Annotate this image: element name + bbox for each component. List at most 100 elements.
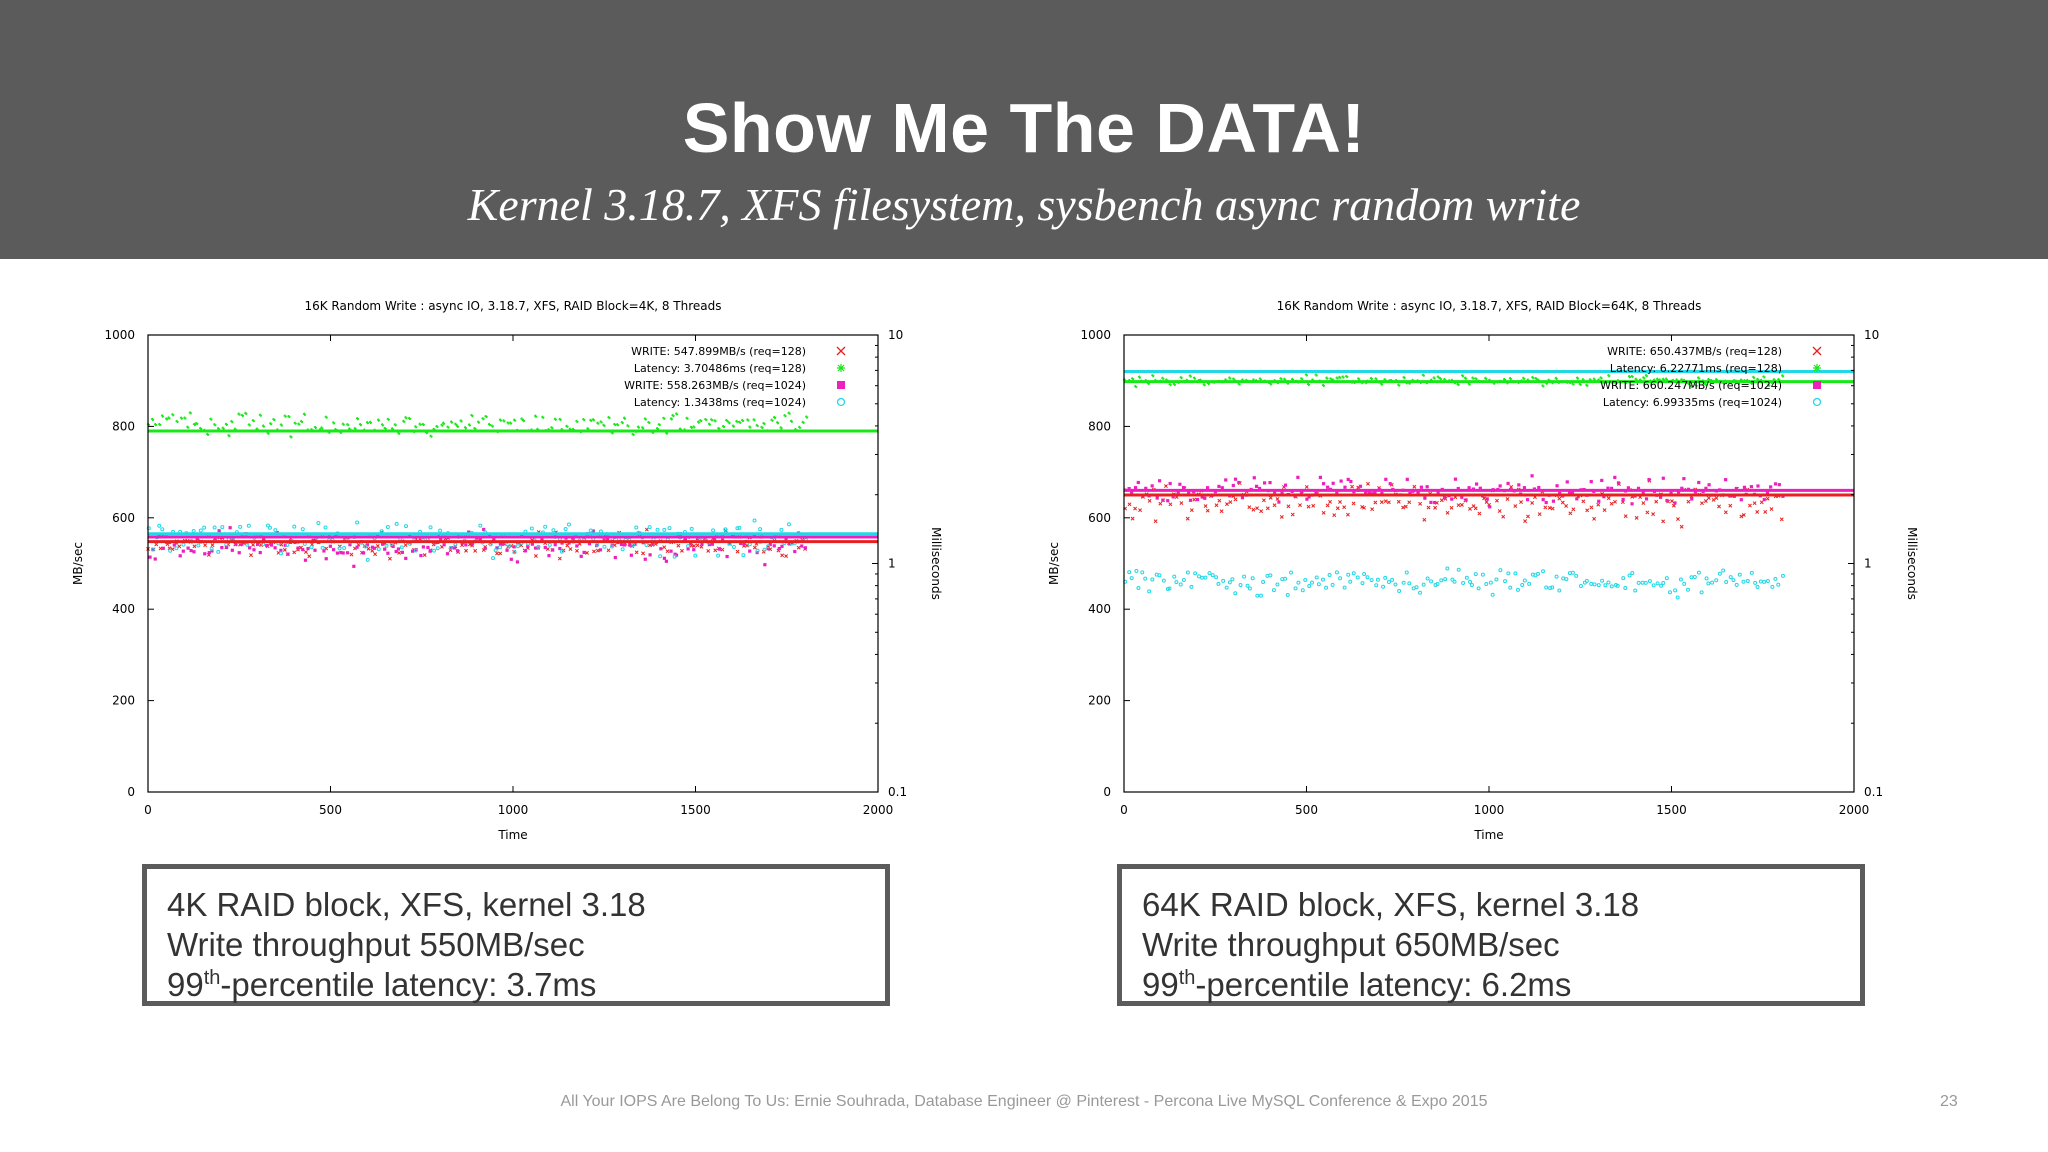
data-point (1682, 477, 1686, 481)
data-point (404, 556, 408, 560)
data-point (345, 551, 350, 555)
data-point (429, 434, 433, 438)
data-point (1203, 496, 1207, 500)
data-point (418, 422, 422, 426)
data-point (1407, 500, 1412, 505)
data-point (515, 560, 520, 564)
data-point (1133, 486, 1138, 490)
data-point (285, 542, 290, 547)
y-tick-label: 200 (112, 694, 135, 708)
data-point (183, 416, 187, 420)
data-point (470, 413, 474, 418)
data-point (1777, 483, 1781, 487)
data-point (1621, 497, 1625, 502)
data-point (1150, 577, 1155, 582)
data-point (1717, 504, 1721, 509)
data-point (1351, 501, 1356, 506)
data-point (1161, 376, 1165, 380)
caption-line-config: 4K RAID block, XFS, kernel 3.18 (167, 886, 646, 923)
data-point (1453, 477, 1458, 481)
legend-marker (836, 397, 846, 407)
data-point (267, 525, 272, 530)
data-point (1568, 490, 1572, 494)
data-point (1675, 595, 1680, 600)
data-point (1306, 382, 1311, 387)
data-point (704, 417, 708, 422)
data-point (664, 559, 668, 563)
data-point (399, 545, 404, 550)
data-point (1176, 490, 1180, 494)
data-point (589, 418, 593, 422)
data-point (1557, 588, 1562, 593)
data-point (247, 423, 251, 427)
data-point (674, 553, 679, 557)
data-point (566, 522, 571, 527)
data-point (1362, 505, 1366, 510)
data-point (710, 418, 714, 422)
x-tick-label: 500 (319, 803, 342, 817)
data-point (643, 417, 647, 421)
y-tick-label: 800 (1088, 419, 1111, 433)
data-point (1700, 501, 1704, 506)
data-point (700, 542, 704, 546)
data-point (1172, 382, 1176, 387)
data-point (1642, 376, 1646, 380)
data-point (195, 536, 199, 541)
data-point (1630, 374, 1634, 379)
data-point (530, 542, 534, 546)
data-point (568, 547, 573, 551)
data-point (616, 423, 620, 427)
data-point (1150, 484, 1154, 488)
data-point (1144, 486, 1148, 490)
data-point (1422, 517, 1427, 522)
data-point (1606, 486, 1610, 490)
data-point (1140, 570, 1145, 575)
data-point (1161, 578, 1166, 583)
data-point (383, 547, 387, 551)
data-point (195, 421, 199, 426)
data-point (1202, 383, 1206, 387)
data-point (342, 546, 347, 551)
data-point (1592, 516, 1597, 521)
data-point (1558, 491, 1562, 496)
data-point (553, 543, 557, 547)
data-point (1238, 583, 1243, 588)
data-point (1412, 484, 1417, 489)
data-point (731, 424, 735, 428)
y2-tick-label: 1 (888, 557, 896, 571)
data-point (1348, 579, 1353, 584)
data-point (203, 543, 208, 548)
data-point (713, 419, 717, 423)
data-point (1636, 580, 1641, 585)
data-point (154, 542, 159, 547)
data-point (1623, 586, 1628, 591)
data-point (1776, 582, 1781, 587)
data-point (380, 423, 385, 427)
data-point (747, 542, 752, 547)
data-point (1280, 491, 1284, 495)
data-point (1456, 486, 1460, 491)
data-point (1338, 576, 1343, 581)
data-point (1188, 498, 1193, 502)
data-point (1640, 580, 1645, 585)
y-axis-label: MB/sec (71, 542, 85, 585)
data-point (1665, 498, 1669, 503)
data-point (1366, 481, 1370, 486)
data-point (1228, 376, 1232, 380)
data-point (495, 546, 499, 550)
data-point (1731, 578, 1736, 583)
data-point (676, 543, 681, 548)
data-point (160, 527, 165, 532)
data-point (801, 420, 805, 424)
data-point (1342, 585, 1347, 590)
data-point (776, 421, 780, 425)
data-point (805, 415, 809, 419)
data-point (1258, 486, 1262, 491)
caption-line-latency: 99th-percentile latency: 3.7ms (167, 965, 885, 1005)
data-point (414, 425, 418, 429)
data-point (1690, 497, 1694, 501)
data-point (1134, 568, 1139, 573)
data-point (1673, 501, 1677, 505)
data-point (210, 549, 214, 553)
series-points-4 (1123, 566, 1785, 600)
